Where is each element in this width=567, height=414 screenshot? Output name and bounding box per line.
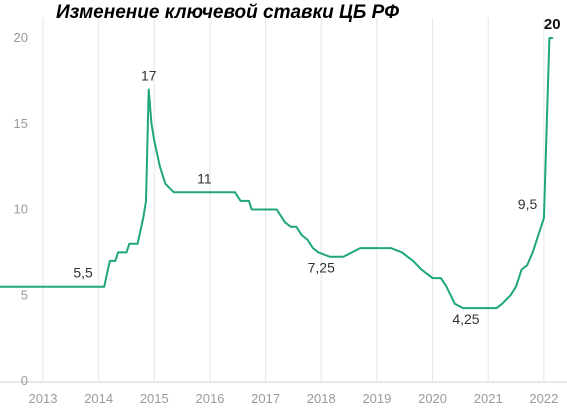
data-label: 9,5 [518, 196, 538, 212]
x-tick-label: 2019 [362, 391, 391, 406]
y-tick-label: 10 [14, 202, 28, 217]
y-tick-label: 0 [21, 373, 28, 388]
x-tick-label: 2020 [418, 391, 447, 406]
x-tick-label: 2021 [474, 391, 503, 406]
chart-title: Изменение ключевой ставки ЦБ РФ [56, 2, 400, 23]
data-label: 4,25 [452, 311, 479, 327]
series-line [0, 37, 554, 310]
x-tick-label: 2017 [251, 391, 280, 406]
data-label: 5,5 [73, 265, 93, 281]
x-tick-label: 2016 [195, 391, 224, 406]
y-tick-label: 5 [21, 287, 28, 302]
x-tick-label: 2015 [140, 391, 169, 406]
data-label: 17 [141, 67, 157, 83]
x-tick-label: 2018 [307, 391, 336, 406]
y-tick-label: 20 [14, 30, 28, 45]
x-tick-label: 2014 [84, 391, 113, 406]
x-tick-label: 2013 [29, 391, 58, 406]
data-label: 7,25 [308, 260, 335, 276]
data-label: 20 [544, 16, 561, 33]
y-tick-label: 15 [14, 116, 28, 131]
x-tick-label: 2022 [529, 391, 558, 406]
data-label: 11 [197, 170, 212, 186]
